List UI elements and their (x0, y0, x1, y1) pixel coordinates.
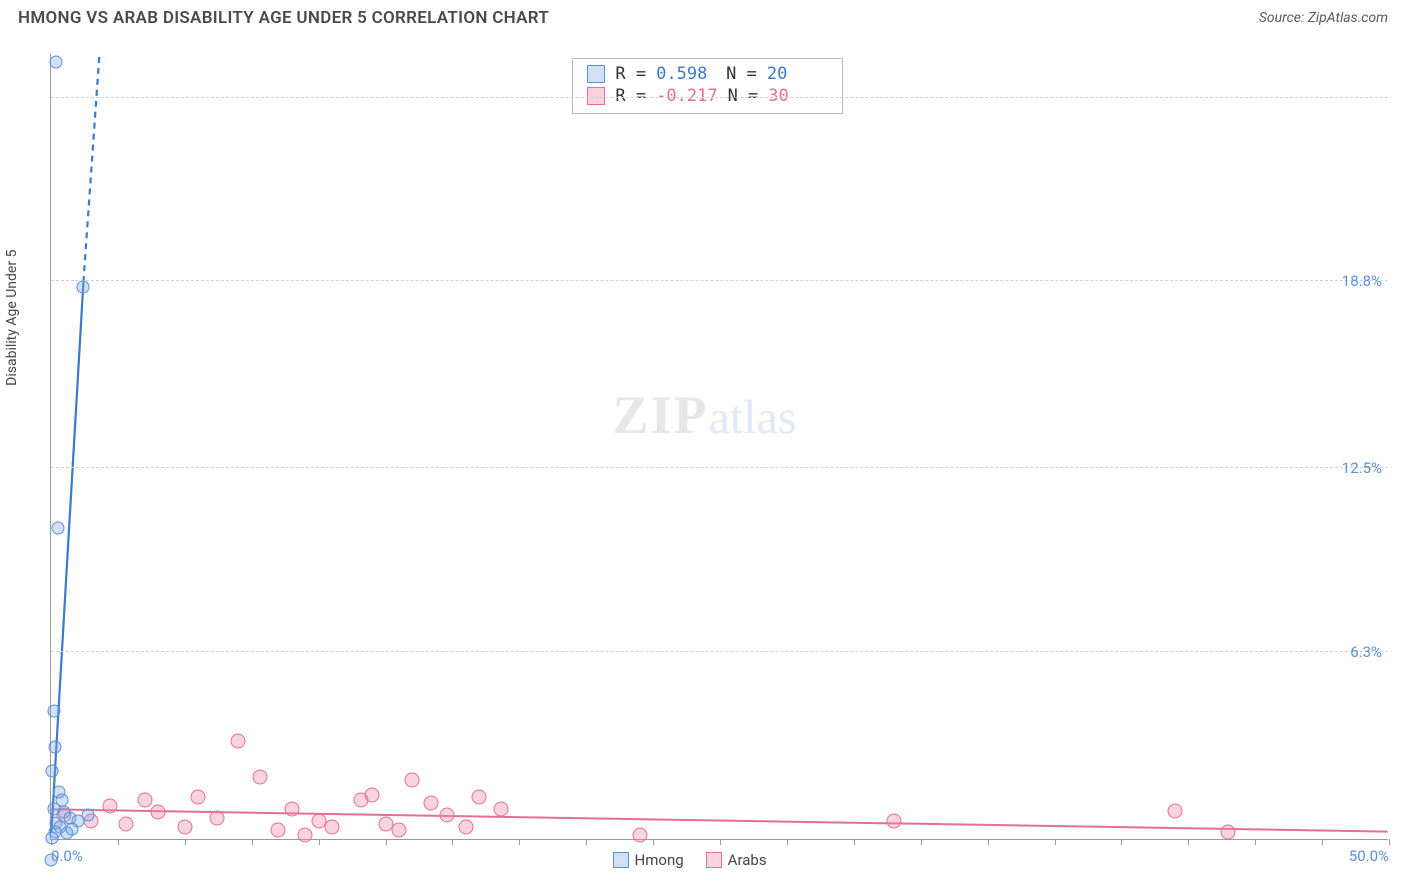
hmong-point (82, 809, 95, 822)
arabs-point (458, 820, 473, 835)
chart-title: HMONG VS ARAB DISABILITY AGE UNDER 5 COR… (18, 8, 549, 28)
x-tick (988, 839, 989, 845)
x-tick (1389, 839, 1390, 845)
arabs-point (1167, 803, 1182, 818)
arabs-point (298, 827, 313, 842)
chart-plot-area: ZIPatlas R = 0.598 N = 20 R = -0.217 N =… (50, 54, 1388, 840)
legend-label-arabs: Arabs (728, 851, 767, 869)
stats-legend: R = 0.598 N = 20 R = -0.217 N = 30 (572, 58, 843, 114)
arabs-point (209, 811, 224, 826)
arabs-point (191, 790, 206, 805)
hmong-r-value: 0.598 (656, 64, 716, 84)
chart-source: Source: ZipAtlas.com (1259, 10, 1388, 26)
y-tick-label: 6.3% (1350, 643, 1382, 661)
chart-header: HMONG VS ARAB DISABILITY AGE UNDER 5 COR… (0, 0, 1406, 34)
arabs-point (324, 820, 339, 835)
x-tick (653, 839, 654, 845)
legend-item-arabs: Arabs (706, 851, 767, 869)
hmong-n-value: 20 (767, 64, 827, 84)
gridline (51, 280, 1388, 281)
x-tick (1255, 839, 1256, 845)
arabs-point (271, 823, 286, 838)
y-tick-label: 18.8% (1342, 272, 1382, 290)
hmong-point (49, 741, 62, 754)
arabs-legend-swatch-icon (706, 852, 722, 868)
arabs-point (886, 814, 901, 829)
hmong-point (46, 831, 59, 844)
x-tick (854, 839, 855, 845)
y-axis-label: Disability Age Under 5 (4, 250, 20, 386)
series-legend: Hmong Arabs (613, 851, 767, 869)
x-tick (185, 839, 186, 845)
arabs-point (118, 817, 133, 832)
x-tick (921, 839, 922, 845)
x-tick (586, 839, 587, 845)
arabs-point (284, 802, 299, 817)
x-tick (519, 839, 520, 845)
x-tick (118, 839, 119, 845)
hmong-swatch-icon (587, 65, 605, 83)
arabs-point (391, 823, 406, 838)
arabs-point (440, 808, 455, 823)
arabs-point (177, 820, 192, 835)
x-tick-label: 50.0% (1349, 847, 1389, 865)
gridline (51, 467, 1388, 468)
arabs-point (137, 793, 152, 808)
x-tick (787, 839, 788, 845)
gridline (51, 97, 1388, 98)
x-tick (386, 839, 387, 845)
x-tick (1188, 839, 1189, 845)
arabs-point (632, 827, 647, 842)
y-tick-label: 12.5% (1342, 459, 1382, 477)
hmong-legend-swatch-icon (613, 852, 629, 868)
hmong-point (77, 281, 90, 294)
arabs-point (423, 796, 438, 811)
legend-item-hmong: Hmong (613, 851, 684, 869)
gridline (51, 651, 1388, 652)
arabs-point (252, 769, 267, 784)
hmong-point (51, 521, 64, 534)
hmong-point (50, 55, 63, 68)
arabs-point (472, 790, 487, 805)
hmong-point (66, 822, 79, 835)
arabs-point (493, 802, 508, 817)
watermark: ZIPatlas (613, 384, 797, 446)
x-tick (1121, 839, 1122, 845)
x-tick (252, 839, 253, 845)
arabs-point (1221, 824, 1236, 839)
arabs-point (365, 787, 380, 802)
hmong-point (47, 705, 60, 718)
arabs-point (151, 805, 166, 820)
arabs-point (405, 772, 420, 787)
x-tick (720, 839, 721, 845)
x-tick (1322, 839, 1323, 845)
stats-row-hmong: R = 0.598 N = 20 (587, 63, 828, 85)
x-tick (319, 839, 320, 845)
x-tick (1055, 839, 1056, 845)
arabs-point (231, 734, 246, 749)
arabs-point (102, 799, 117, 814)
hmong-point (45, 853, 58, 866)
hmong-point (46, 764, 59, 777)
x-tick (452, 839, 453, 845)
legend-label-hmong: Hmong (635, 851, 684, 869)
